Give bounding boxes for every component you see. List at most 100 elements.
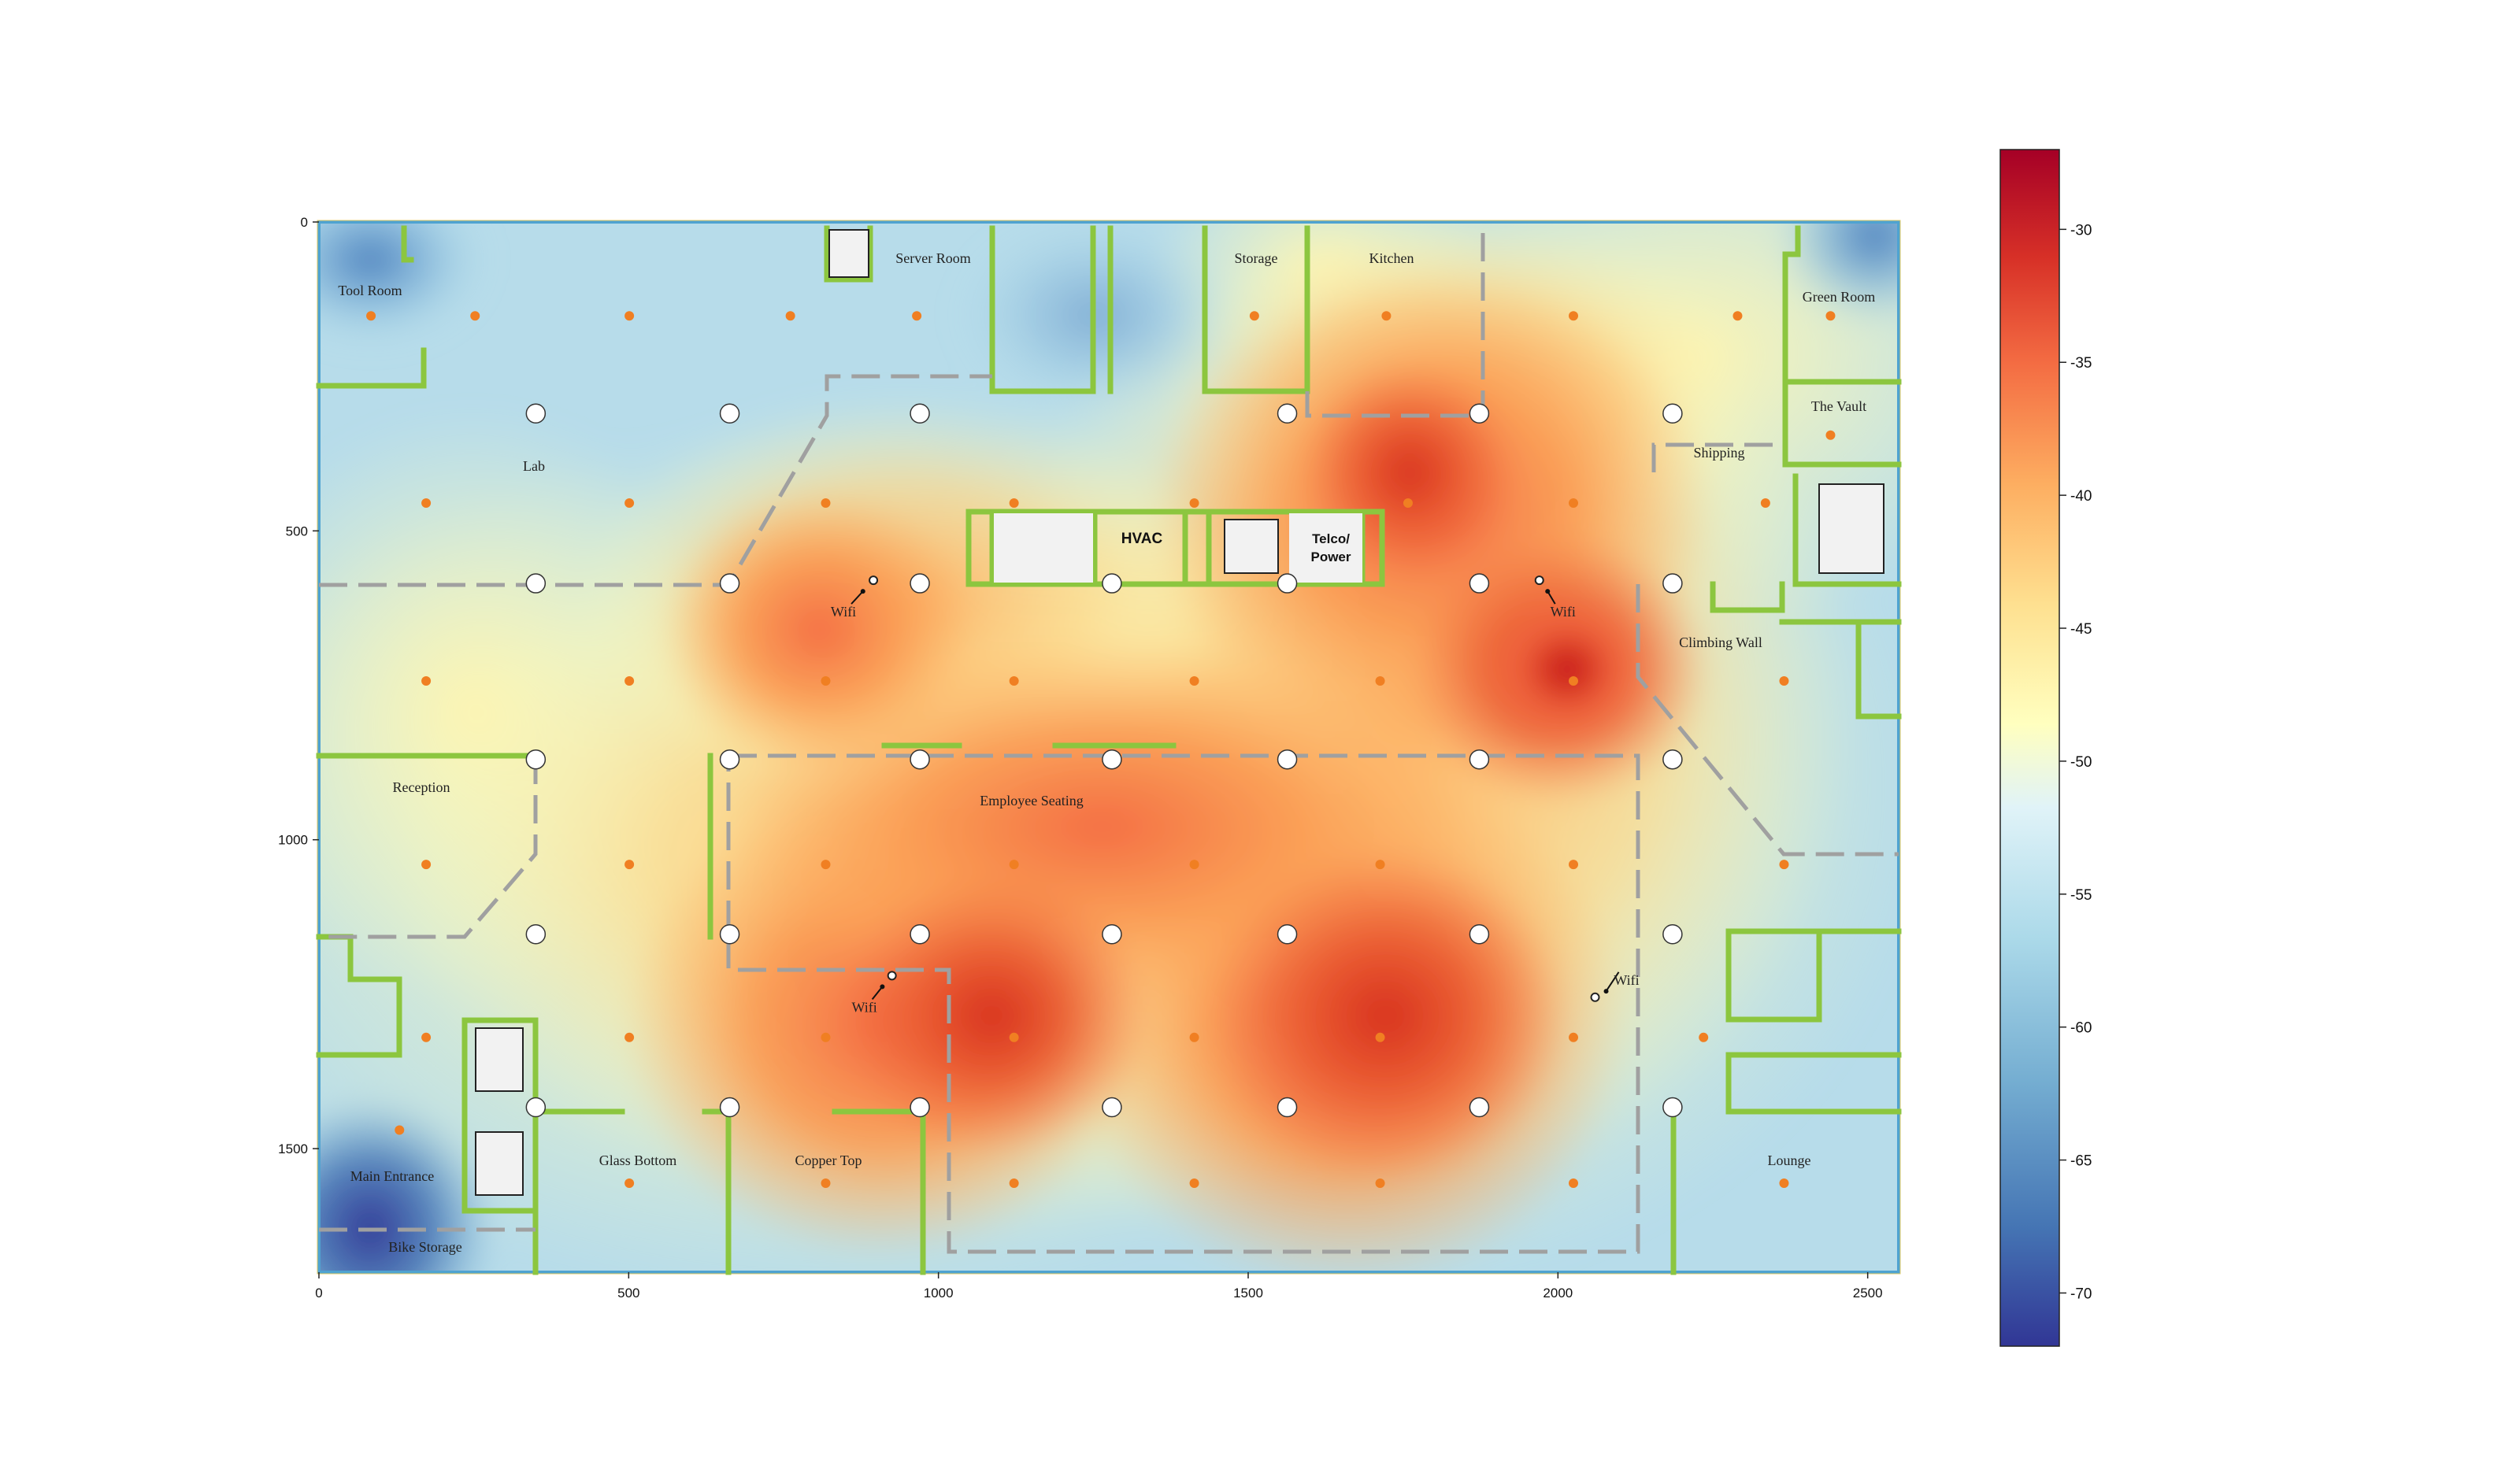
survey-grid-nodes (525, 403, 1683, 1118)
sample-point (421, 1032, 432, 1042)
room-label-green-room: Green Room (1803, 289, 1875, 305)
partitions (319, 228, 1899, 1254)
room-label-kitchen: Kitchen (1369, 250, 1414, 266)
sample-point (1375, 860, 1385, 870)
sample-point (1732, 311, 1743, 321)
survey-node (1469, 1097, 1490, 1118)
sample-point (1569, 311, 1578, 321)
sample-points (366, 311, 1836, 1189)
survey-node (1102, 924, 1122, 945)
wifi-ap-arrowhead (860, 589, 865, 594)
room-label-climbing-wall: Climbing Wall (1679, 635, 1762, 650)
sample-point (1249, 311, 1259, 321)
survey-node (1277, 403, 1298, 424)
sample-point (421, 676, 432, 686)
sample-point (1825, 311, 1836, 321)
sample-point (821, 676, 831, 686)
entrance-box-top (475, 1027, 524, 1092)
sample-point (1569, 676, 1578, 686)
colorbar: -30 -35 -40 -45 -50 -55 -60 -65 -70 (1999, 149, 2092, 1347)
survey-node (1662, 573, 1683, 594)
survey-node (1469, 924, 1490, 945)
x-tick-label: 1500 (1233, 1286, 1263, 1301)
colorbar-tick-label: -60 (2070, 1020, 2092, 1037)
server-room-box (828, 229, 869, 278)
sample-point (1569, 1032, 1578, 1042)
survey-node (910, 924, 930, 945)
survey-node (1277, 924, 1298, 945)
telco-label-line2: Power (1310, 549, 1351, 564)
x-tick-label: 500 (617, 1286, 639, 1301)
survey-node (1277, 1097, 1298, 1118)
sample-point (1569, 860, 1578, 870)
x-tick-label: 0 (315, 1286, 322, 1301)
survey-node (525, 924, 547, 945)
room-label-lounge: Lounge (1768, 1153, 1811, 1168)
sample-point (1569, 1178, 1578, 1189)
survey-node (1277, 749, 1298, 770)
colorbar-tick-label: -70 (2070, 1286, 2092, 1302)
survey-node (1102, 1097, 1122, 1118)
room-label-copper-top: Copper Top (795, 1153, 862, 1168)
survey-node (719, 924, 740, 945)
colorbar-gradient (1999, 149, 2060, 1347)
y-tick-label: 500 (286, 524, 308, 538)
room-label-glass-bottom: Glass Bottom (599, 1153, 677, 1168)
room-label-reception: Reception (393, 779, 450, 795)
sample-point (1009, 860, 1019, 870)
x-tick-label: 2500 (1853, 1286, 1883, 1301)
sample-point (1381, 311, 1392, 321)
y-tick-label: 1000 (278, 833, 308, 848)
wifi-ap-marker (1534, 575, 1544, 586)
colorbar-tick-label: -30 (2070, 222, 2092, 239)
sample-point (821, 1178, 831, 1189)
survey-node (1662, 749, 1683, 770)
telco-box (1289, 513, 1362, 583)
colorbar-tick-label: -55 (2070, 887, 2092, 904)
survey-node (1102, 749, 1122, 770)
survey-node (525, 573, 547, 594)
y-tick-label: 1500 (278, 1141, 308, 1156)
colorbar-tick-label: -35 (2070, 355, 2092, 372)
sample-point (821, 860, 831, 870)
sample-point (624, 311, 635, 321)
wifi-ap-label: Wifi (1614, 972, 1639, 988)
sample-point (1825, 430, 1836, 440)
vault-box (1818, 483, 1884, 574)
survey-node (910, 749, 930, 770)
wifi-ap-arrowhead (1603, 989, 1609, 994)
survey-node (1469, 573, 1490, 594)
room-label-the-vault: The Vault (1811, 398, 1866, 414)
sample-point (1189, 1032, 1199, 1042)
sample-point (1699, 1032, 1709, 1042)
room-label-shipping: Shipping (1693, 445, 1744, 461)
sample-point (821, 1032, 831, 1042)
survey-node (719, 573, 740, 594)
room-label-main-entrance: Main Entrance (350, 1168, 434, 1184)
sample-point (1009, 1032, 1019, 1042)
sample-point (1009, 498, 1019, 509)
sample-point (395, 1125, 405, 1135)
survey-node (1469, 749, 1490, 770)
wifi-ap-label: Wifi (852, 999, 877, 1015)
room-label-storage: Storage (1235, 250, 1278, 266)
equipment (475, 229, 1884, 1196)
sample-point (624, 1178, 635, 1189)
sample-point (1760, 498, 1770, 509)
wifi-ap-arrowhead (1545, 589, 1551, 594)
colorbar-tick-label: -40 (2070, 488, 2092, 505)
sample-point (1569, 498, 1578, 509)
survey-node (1469, 403, 1490, 424)
sample-point (1189, 498, 1199, 509)
wifi-access-points: Wifi Wifi Wifi Wifi (831, 575, 1640, 1015)
survey-node (1662, 403, 1683, 424)
sample-point (821, 498, 831, 509)
survey-node (719, 749, 740, 770)
survey-node (525, 1097, 547, 1118)
survey-node (1662, 1097, 1683, 1118)
hvac-label: HVAC (1121, 531, 1163, 547)
sample-point (1009, 1178, 1019, 1189)
sample-point (470, 311, 480, 321)
sample-point (421, 498, 432, 509)
